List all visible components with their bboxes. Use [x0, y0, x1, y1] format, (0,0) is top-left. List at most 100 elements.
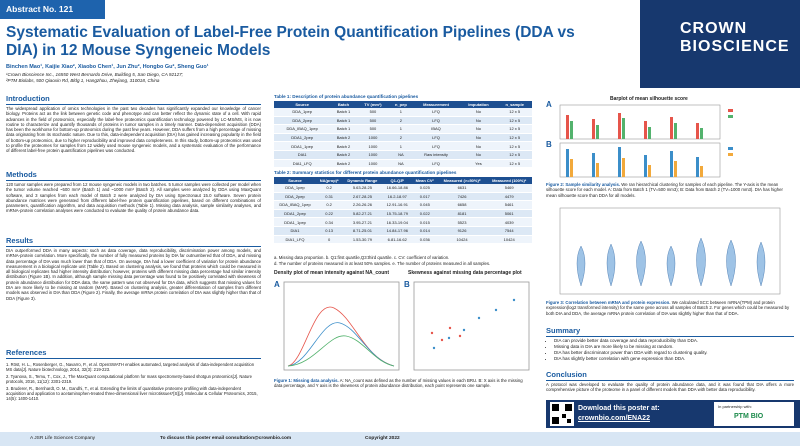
bar	[596, 125, 599, 139]
paragraph: A protocol was developed to evaluate the…	[546, 382, 794, 393]
affiliation: ¹Crown Bioscience Inc., 16550 West Berna…	[6, 72, 183, 77]
point	[512, 298, 516, 302]
point	[448, 326, 452, 330]
point	[462, 328, 466, 332]
cell: 0.014	[411, 226, 438, 236]
bar	[644, 121, 647, 139]
cell: No	[459, 141, 498, 151]
column-header: Measured (>=50%)ᵈ	[437, 177, 487, 184]
reference: 3. Bruderer, R., Bernhardt, O. M., Gandh…	[6, 385, 258, 402]
table-title: Table 1: Description of protein abundanc…	[274, 94, 419, 99]
cell: 4039	[486, 217, 532, 227]
point	[477, 316, 481, 320]
figure-3-graphic	[559, 207, 781, 295]
table-row: DDA_2pep Batch 1 500 2 LFQ No 12 x 5	[274, 116, 532, 126]
point	[432, 346, 436, 350]
column-header: Source	[274, 177, 316, 184]
panel-title: Skewness against missing data percentage…	[408, 270, 522, 276]
paragraph: 120 tumor samples were prepared from 12 …	[6, 182, 261, 214]
bar	[670, 117, 673, 139]
section-heading: Methods	[6, 170, 261, 181]
cell: No	[459, 150, 498, 160]
download-panel: Download this poster at: crownbio.com/EN…	[546, 400, 800, 428]
abstract-number: Abstract No. 121	[0, 0, 105, 19]
cell: Batch 1	[330, 108, 357, 117]
cell: 10424	[486, 235, 532, 245]
figure-caption: Figure 1: Missing data analysis. A: NA_c…	[274, 378, 532, 389]
density-curve	[287, 322, 395, 367]
cell: 1.53-30.79	[342, 235, 383, 245]
cell: 8.71-25.01	[342, 226, 383, 236]
summary-list: DIA can provide better data coverage and…	[546, 338, 794, 362]
table-row: DDA1_2pep 0.22 5.82-27.21 15.75-18.79 0.022 8…	[274, 209, 532, 219]
legend-swatch	[728, 115, 733, 118]
qr-code[interactable]	[550, 402, 574, 426]
column-header: n_sample	[497, 101, 532, 108]
bar	[700, 166, 703, 177]
figure-caption: Figure 3: Correlation between mRNA and p…	[546, 300, 794, 316]
plot-frame	[413, 281, 530, 371]
cell: 14.84-17.96	[382, 226, 412, 236]
point	[494, 308, 498, 312]
violin	[636, 240, 646, 287]
bar	[596, 163, 599, 177]
bar	[618, 113, 621, 139]
column-header: Imputation	[459, 101, 498, 108]
bar	[618, 147, 621, 177]
figure-2-graphic	[559, 104, 733, 178]
cell: 2	[389, 116, 413, 126]
table: Source Batch TV (mm³) n_pep Measurement Imput…	[274, 101, 532, 169]
partner-logo: PTM BIO	[734, 413, 764, 420]
section-heading: Conclusion	[546, 370, 794, 381]
bar	[674, 161, 677, 177]
cell: 0.31	[316, 192, 343, 202]
cell: LFQ	[412, 116, 460, 126]
cell: 500	[356, 116, 390, 126]
download-link[interactable]: crownbio.com/ENA22	[578, 415, 650, 422]
figure-1-graphic	[283, 281, 530, 371]
panel-label: B	[546, 140, 552, 149]
chart-title: Barplot of mean silhouette score	[610, 96, 688, 102]
cell: 500	[356, 108, 390, 117]
bar	[644, 155, 647, 177]
cell: DDA_2pep	[274, 116, 331, 126]
paragraph: DIA outperformed DDA in many aspects: su…	[6, 248, 261, 301]
cell: 0.015	[411, 217, 438, 227]
column-header: Batch	[330, 101, 357, 108]
table-row: DIA1 Batch 2 1000 NA Raw intensity No 12 x 5	[274, 150, 532, 160]
caption-text: We ran hierarchical clustering for sampl…	[546, 182, 783, 198]
cell: 1	[389, 141, 413, 151]
cell: 1	[389, 124, 413, 134]
legend-swatch	[728, 109, 733, 112]
cell: Batch 2	[330, 150, 357, 160]
bar	[566, 149, 569, 177]
cell: 0.22	[316, 209, 343, 219]
footer-left: A JSR Life Sciences Company	[30, 436, 96, 441]
cell: Batch 2	[330, 141, 357, 151]
cell: 2.26-26.26	[342, 200, 383, 210]
bar	[622, 158, 625, 177]
cell: DDA1_1pep	[274, 217, 316, 227]
reference: 1. Röst, H. L., Rosenberger, G., Navarro…	[6, 362, 255, 373]
bar	[622, 118, 625, 139]
footer-right: Copyright 2022	[365, 436, 400, 441]
table-row: DDA1_2pep Batch 2 1000 2 LFQ No 12 x 5	[274, 133, 532, 143]
caption-label: Figure 3: Correlation between mRNA and p…	[546, 300, 671, 305]
cell: 3.95-27.21	[342, 217, 383, 227]
cell: 16.66-18.86	[382, 184, 412, 193]
panel-label: B	[404, 280, 410, 289]
table-title: Table 2: Summary statistics for differen…	[274, 170, 457, 175]
table-row: DDA_2pep 0.31 2.67-28.25 16.2-18.97 0.017 742…	[274, 192, 532, 202]
cell: 5523	[437, 217, 487, 227]
cell: 2	[389, 133, 413, 143]
table-note: d. The number of proteins measured in at…	[274, 261, 491, 266]
caption-label: Figure 2: Sample similarity analysis.	[546, 182, 621, 187]
cell: Batch 1	[330, 116, 357, 126]
cell: DDA1_1pep	[274, 141, 331, 151]
panel-label: A	[546, 100, 552, 109]
cell: No	[459, 124, 498, 134]
panel-title: Density plot of mean intensity against N…	[274, 270, 390, 276]
cell: 12 x 5	[497, 116, 532, 126]
cell: No	[459, 116, 498, 126]
table-row: DIA1 0.13 8.71-25.01 14.84-17.96 0.014 9126 75…	[274, 226, 532, 236]
